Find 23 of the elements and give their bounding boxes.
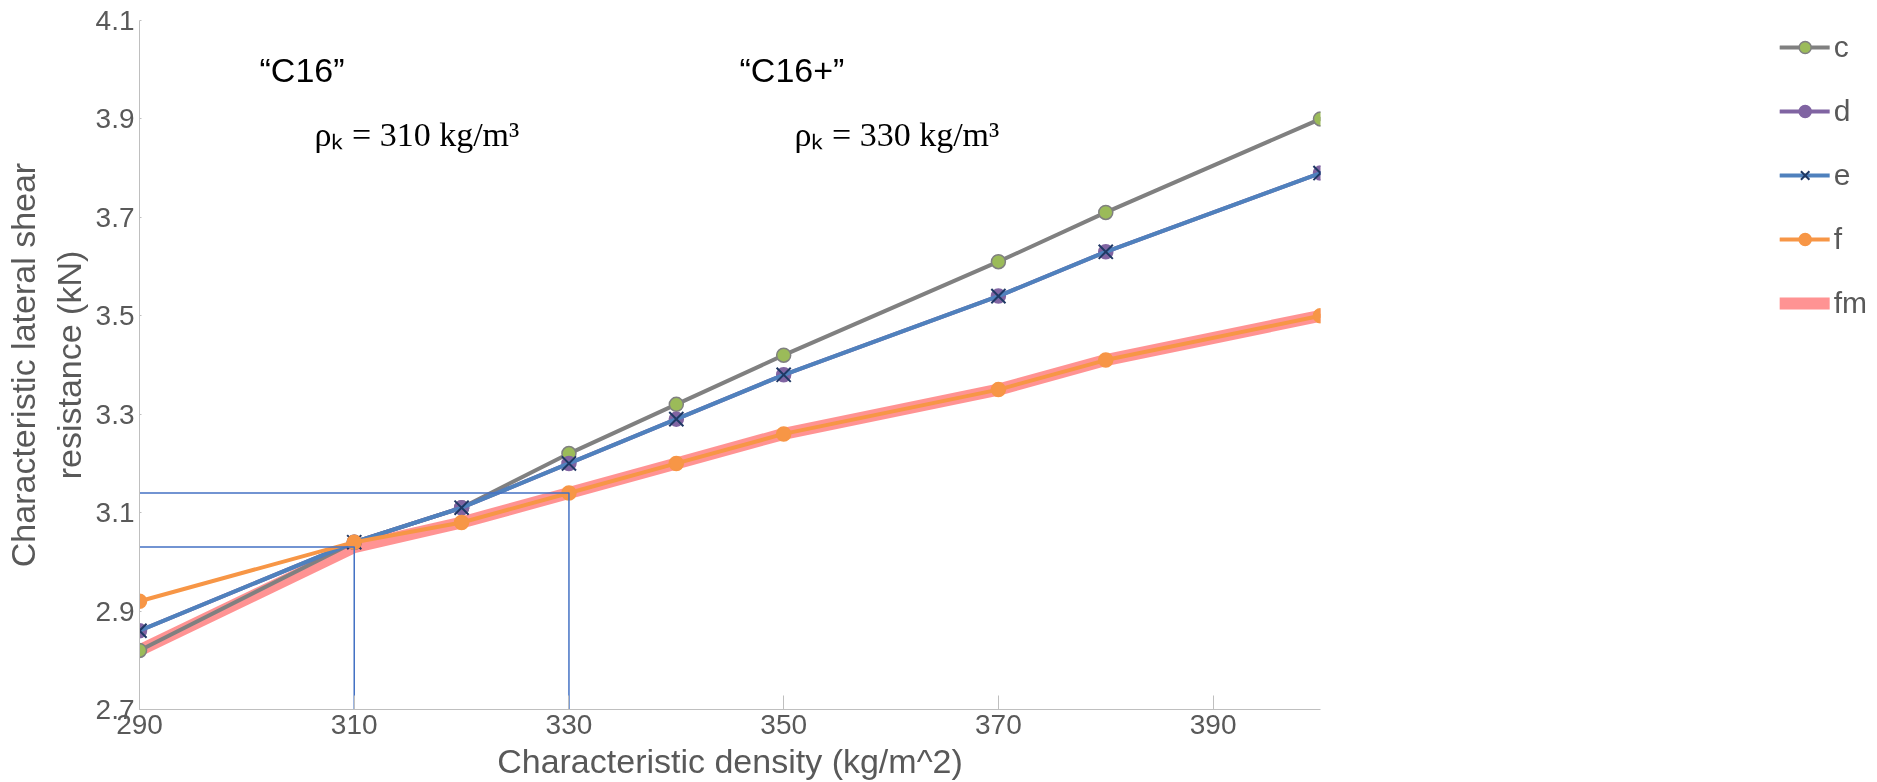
x-tick-label: 330 [545,708,593,740]
y-tick-label: 2.9 [95,595,135,627]
y-axis-title: Characteristic lateral shear resistance (kN) [3,162,88,568]
annotation: “C16+” [739,50,845,89]
x-tick-label: 370 [975,708,1022,740]
y-tick-label: 3.5 [95,300,135,332]
x-axis-title: Characteristic density (kg/m^2) [497,741,963,780]
annotation: “C16” [259,50,345,89]
x-tick-label: 310 [330,708,378,740]
legend-label: c [1833,30,1850,64]
legend-label: f [1833,222,1843,256]
y-tick-label: 3.3 [95,398,135,430]
legend-label: e [1833,158,1852,192]
y-tick-label: 3.7 [95,201,135,233]
annotation: ρₖ = 310 kg/m³ [314,116,520,153]
y-tick-label: 3.9 [95,103,135,135]
y-tick-label: 4.1 [95,5,135,36]
y-tick-label: 3.1 [95,497,135,529]
legend-label: d [1833,94,1852,128]
x-tick-label: 390 [1189,708,1237,740]
x-tick-label: 350 [760,708,808,740]
annotation: ρₖ = 330 kg/m³ [794,116,1000,153]
legend-label: fm [1833,286,1867,320]
